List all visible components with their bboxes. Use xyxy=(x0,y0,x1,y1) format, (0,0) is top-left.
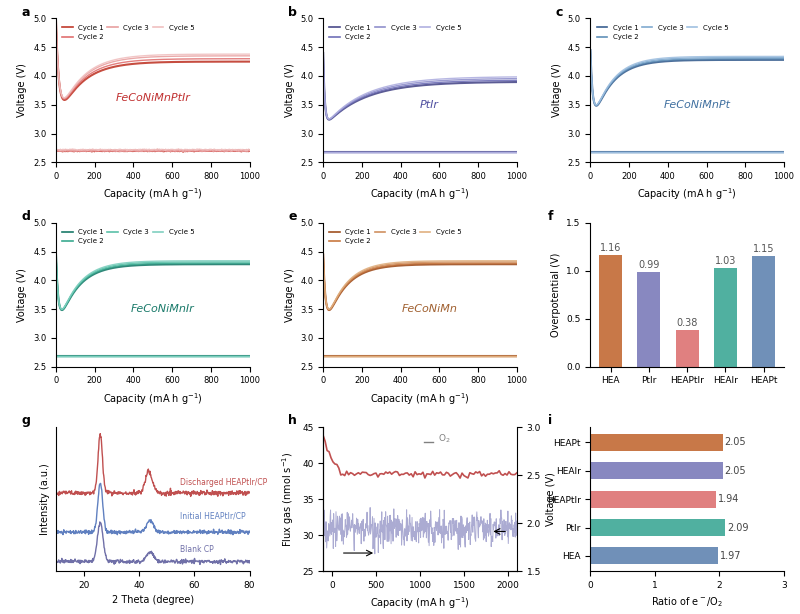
Legend: Cycle 1, Cycle 2, Cycle 3, Cycle 5: Cycle 1, Cycle 2, Cycle 3, Cycle 5 xyxy=(326,226,464,247)
Bar xyxy=(714,268,737,367)
X-axis label: Capacity (mA h g$^{-1}$): Capacity (mA h g$^{-1}$) xyxy=(638,187,737,203)
Y-axis label: Intensity (a.u.): Intensity (a.u.) xyxy=(41,463,50,535)
Text: FeCoNiMnPtIr: FeCoNiMnPtIr xyxy=(115,93,190,103)
Text: g: g xyxy=(21,414,30,427)
Bar xyxy=(590,462,722,479)
Y-axis label: Voltage (V): Voltage (V) xyxy=(285,63,294,117)
Text: 0.99: 0.99 xyxy=(638,260,660,270)
X-axis label: Ratio of e$^-$/O$_2$: Ratio of e$^-$/O$_2$ xyxy=(651,596,723,609)
Text: i: i xyxy=(548,414,552,427)
Text: 2.05: 2.05 xyxy=(725,465,746,476)
Text: b: b xyxy=(288,6,298,18)
Bar xyxy=(599,255,622,367)
Text: h: h xyxy=(288,414,298,427)
Y-axis label: Voltage (V): Voltage (V) xyxy=(552,63,562,117)
Y-axis label: Voltage (V): Voltage (V) xyxy=(285,268,294,322)
Text: FeCoNiMnIr: FeCoNiMnIr xyxy=(130,304,194,314)
Text: 2.05: 2.05 xyxy=(725,437,746,447)
Text: f: f xyxy=(548,210,554,223)
Y-axis label: Voltage (V): Voltage (V) xyxy=(18,268,27,322)
Text: 1.94: 1.94 xyxy=(718,494,739,504)
Bar xyxy=(590,433,722,451)
Text: Initial HEAPtIr/CP: Initial HEAPtIr/CP xyxy=(181,511,246,521)
Text: 1.03: 1.03 xyxy=(714,256,736,266)
Legend: Cycle 1, Cycle 2, Cycle 3, Cycle 5: Cycle 1, Cycle 2, Cycle 3, Cycle 5 xyxy=(59,22,197,43)
Y-axis label: Flux gas (nmol s$^{-1}$): Flux gas (nmol s$^{-1}$) xyxy=(281,451,297,547)
Text: Blank CP: Blank CP xyxy=(181,545,214,554)
X-axis label: Capacity (mA h g$^{-1}$): Capacity (mA h g$^{-1}$) xyxy=(370,596,470,611)
Text: 1.16: 1.16 xyxy=(600,244,622,254)
Text: 2.09: 2.09 xyxy=(727,523,749,532)
Text: a: a xyxy=(21,6,30,18)
X-axis label: Capacity (mA h g$^{-1}$): Capacity (mA h g$^{-1}$) xyxy=(370,391,470,406)
X-axis label: Capacity (mA h g$^{-1}$): Capacity (mA h g$^{-1}$) xyxy=(103,391,202,406)
Text: 1.97: 1.97 xyxy=(719,551,741,561)
Text: c: c xyxy=(555,6,563,18)
Legend: Cycle 1, Cycle 2, Cycle 3, Cycle 5: Cycle 1, Cycle 2, Cycle 3, Cycle 5 xyxy=(594,22,731,43)
Legend: Cycle 1, Cycle 2, Cycle 3, Cycle 5: Cycle 1, Cycle 2, Cycle 3, Cycle 5 xyxy=(326,22,464,43)
X-axis label: 2 Theta (degree): 2 Theta (degree) xyxy=(112,596,194,605)
Y-axis label: Overpotential (V): Overpotential (V) xyxy=(550,252,561,337)
Text: PtIr: PtIr xyxy=(420,99,439,110)
X-axis label: Capacity (mA h g$^{-1}$): Capacity (mA h g$^{-1}$) xyxy=(370,187,470,203)
Bar xyxy=(638,271,661,367)
Text: 1.15: 1.15 xyxy=(753,244,774,254)
Y-axis label: Voltage (V): Voltage (V) xyxy=(546,472,557,526)
Bar xyxy=(590,548,718,564)
Text: d: d xyxy=(21,210,30,223)
Text: FeCoNiMn: FeCoNiMn xyxy=(402,304,458,314)
Y-axis label: Voltage (V): Voltage (V) xyxy=(18,63,27,117)
Text: 0.38: 0.38 xyxy=(677,318,698,328)
Text: Discharged HEAPtIr/CP: Discharged HEAPtIr/CP xyxy=(181,478,268,487)
X-axis label: Capacity (mA h g$^{-1}$): Capacity (mA h g$^{-1}$) xyxy=(103,187,202,203)
Text: O$_2$: O$_2$ xyxy=(438,432,450,445)
Bar xyxy=(752,256,775,367)
Bar xyxy=(676,330,698,367)
Bar xyxy=(590,519,726,536)
Text: FeCoNiMnPt: FeCoNiMnPt xyxy=(663,99,730,110)
Bar xyxy=(590,491,715,508)
Legend: Cycle 1, Cycle 2, Cycle 3, Cycle 5: Cycle 1, Cycle 2, Cycle 3, Cycle 5 xyxy=(59,226,197,247)
Text: e: e xyxy=(288,210,297,223)
